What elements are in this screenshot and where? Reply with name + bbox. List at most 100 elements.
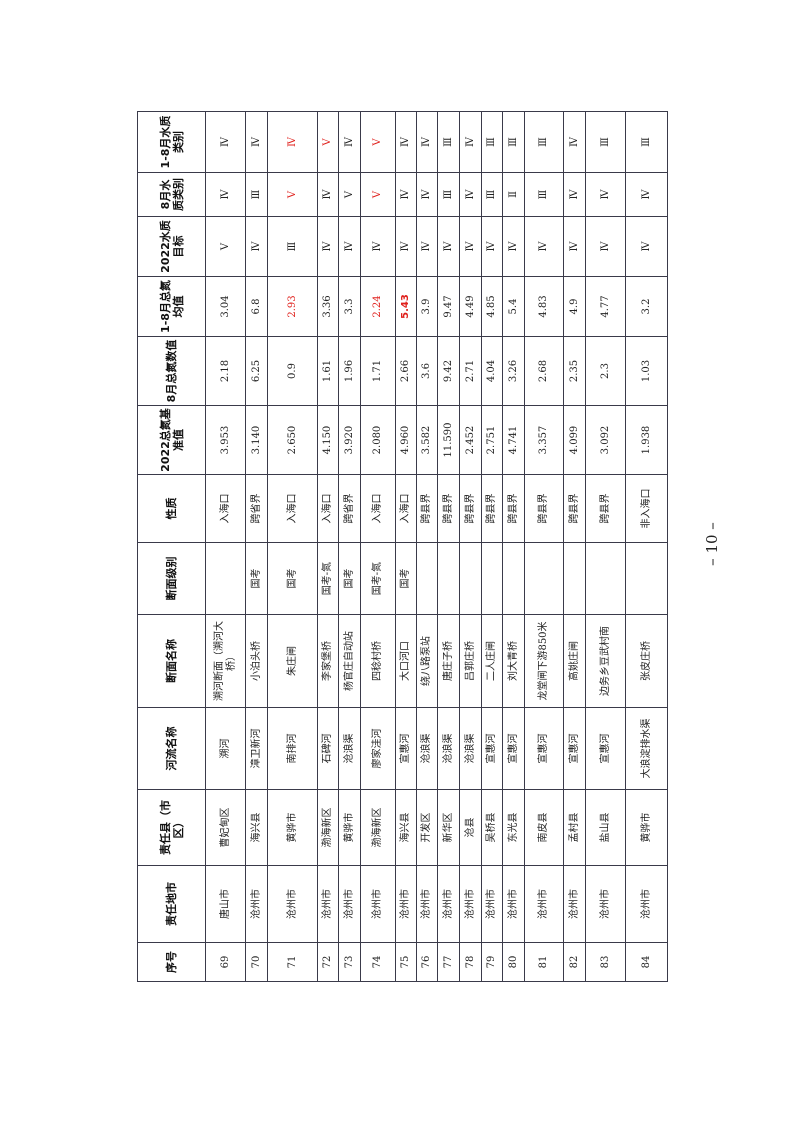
table-cell: 跨省界: [338, 474, 361, 543]
table-row: 77 沧州市 新华区 沧浪渠 唐庄子桥 跨县界 11.590 9.42 9.47 Ⅳ Ⅲ Ⅲ: [437, 111, 460, 982]
table-cell: Ⅳ: [317, 216, 339, 277]
table-cell: 边务乡豆武村南: [585, 614, 626, 708]
table-cell: 入海口: [267, 474, 318, 543]
table-cell: Ⅳ: [267, 111, 318, 173]
table-cell: 1.61: [317, 336, 339, 406]
water-quality-table: 序号 责任地市 责任县（市区） 河流名称 断面名称 断面级别 性质 2022总氮基准值 8月总氮…: [137, 111, 668, 982]
table-cell: 沧州市: [245, 865, 268, 943]
table-cell: Ⅳ: [563, 172, 586, 217]
table-cell: 9.47: [437, 276, 460, 337]
table-cell: 漳卫新河: [245, 707, 268, 790]
table-cell: 77: [437, 942, 460, 982]
rotated-table-container: 序号 责任地市 责任县（市区） 河流名称 断面名称 断面级别 性质 2022总氮基准值 8月总氮…: [137, 111, 668, 982]
table-cell: 沧州市: [360, 865, 396, 943]
table-cell: 80: [502, 942, 525, 982]
table-cell: [437, 542, 460, 615]
table-cell: 唐庄子桥: [437, 614, 460, 708]
table-cell: Ⅴ: [205, 216, 246, 277]
table-cell: Ⅳ: [459, 172, 482, 217]
table-cell: 沧浪渠: [459, 707, 482, 790]
table-cell: 75: [395, 942, 417, 982]
table-cell: 四稔村桥: [360, 614, 396, 708]
table-cell: 国考: [338, 542, 361, 615]
table-cell: 二人庄闸: [481, 614, 503, 708]
table-cell: 3.2: [625, 276, 668, 337]
table-cell: Ⅳ: [625, 216, 668, 277]
table-row: 74 沧州市 渤海新区 廖家洼河 四稔村桥 国考-氮 入海口 2.080 1.71 2.24 Ⅳ Ⅴ Ⅴ: [360, 111, 396, 982]
table-cell: 高姚庄闸: [563, 614, 586, 708]
table-row: 83 沧州市 盐山县 宣惠河 边务乡豆武村南 跨县界 3.092 2.3 4.77 Ⅳ Ⅳ Ⅲ: [585, 111, 626, 982]
table-cell: Ⅳ: [416, 172, 438, 217]
table-cell: Ⅳ: [459, 111, 482, 173]
table-cell: Ⅱ: [502, 172, 525, 217]
table-cell: 6.8: [245, 276, 268, 337]
table-cell: 2.71: [459, 336, 482, 406]
table-cell: 海兴县: [245, 789, 268, 866]
table-cell: 3.140: [245, 405, 268, 475]
table-cell: 宣惠河: [585, 707, 626, 790]
table-cell: 1.71: [360, 336, 396, 406]
table-cell: 沧州市: [625, 865, 668, 943]
table-cell: 3.3: [338, 276, 361, 337]
table-cell: 3.582: [416, 405, 438, 475]
table-cell: 76: [416, 942, 438, 982]
table-cell: 2.650: [267, 405, 318, 475]
table-cell: 11.590: [437, 405, 460, 475]
table-cell: Ⅳ: [563, 111, 586, 173]
table-row: 76 沧州市 开发区 沧浪渠 绕八路泵站 跨县界 3.582 3.6 3.9 Ⅳ Ⅳ Ⅳ: [416, 111, 438, 982]
table-row: 75 沧州市 海兴县 宣惠河 大口河口 国考 入海口 4.960 2.66 5.43 Ⅳ Ⅳ Ⅳ: [395, 111, 417, 982]
table-cell: 2.24: [360, 276, 396, 337]
column-header: 8月水质类别: [137, 172, 206, 217]
table-cell: 4.85: [481, 276, 503, 337]
table-cell: 沧浪渠: [416, 707, 438, 790]
table-cell: 宣惠河: [481, 707, 503, 790]
table-cell: Ⅲ: [524, 111, 564, 173]
column-header: 性质: [137, 474, 206, 543]
table-cell: 沧州市: [502, 865, 525, 943]
table-cell: 宣惠河: [395, 707, 417, 790]
table-cell: Ⅲ: [502, 111, 525, 173]
table-cell: 1.96: [338, 336, 361, 406]
table-cell: Ⅳ: [416, 216, 438, 277]
table-cell: 跨县界: [481, 474, 503, 543]
table-cell: 2.93: [267, 276, 318, 337]
table-cell: [416, 542, 438, 615]
table-cell: 2.751: [481, 405, 503, 475]
table-cell: 4.49: [459, 276, 482, 337]
table-cell: [563, 542, 586, 615]
table-cell: 78: [459, 942, 482, 982]
table-cell: 沧州市: [317, 865, 339, 943]
table-cell: Ⅲ: [267, 216, 318, 277]
table-cell: [481, 542, 503, 615]
table-cell: 入海口: [317, 474, 339, 543]
table-cell: 2.35: [563, 336, 586, 406]
table-cell: 沧州市: [416, 865, 438, 943]
table-cell: 南排河: [267, 707, 318, 790]
table-cell: 4.83: [524, 276, 564, 337]
table-cell: Ⅳ: [245, 111, 268, 173]
table-cell: Ⅳ: [338, 216, 361, 277]
table-cell: Ⅳ: [502, 216, 525, 277]
table-cell: 沧州市: [437, 865, 460, 943]
table-cell: 4.9: [563, 276, 586, 337]
table-cell: 吕郭庄桥: [459, 614, 482, 708]
table-cell: 唐山市: [205, 865, 246, 943]
table-cell: 5.4: [502, 276, 525, 337]
table-cell: 非入海口: [625, 474, 668, 543]
table-cell: Ⅳ: [245, 216, 268, 277]
table-cell: 入海口: [360, 474, 396, 543]
table-cell: 84: [625, 942, 668, 982]
column-header: 断面名称: [137, 614, 206, 708]
table-cell: 国考-氮: [360, 542, 396, 615]
table-cell: 沧州市: [459, 865, 482, 943]
table-cell: 3.920: [338, 405, 361, 475]
table-cell: 黄骅市: [338, 789, 361, 866]
column-header: 8月总氮数值: [137, 336, 206, 406]
table-cell: 沧浪渠: [437, 707, 460, 790]
table-cell: 79: [481, 942, 503, 982]
table-cell: Ⅲ: [625, 111, 668, 173]
table-cell: 宣惠河: [563, 707, 586, 790]
table-cell: Ⅲ: [437, 111, 460, 173]
table-cell: Ⅴ: [360, 172, 396, 217]
table-cell: 2.66: [395, 336, 417, 406]
